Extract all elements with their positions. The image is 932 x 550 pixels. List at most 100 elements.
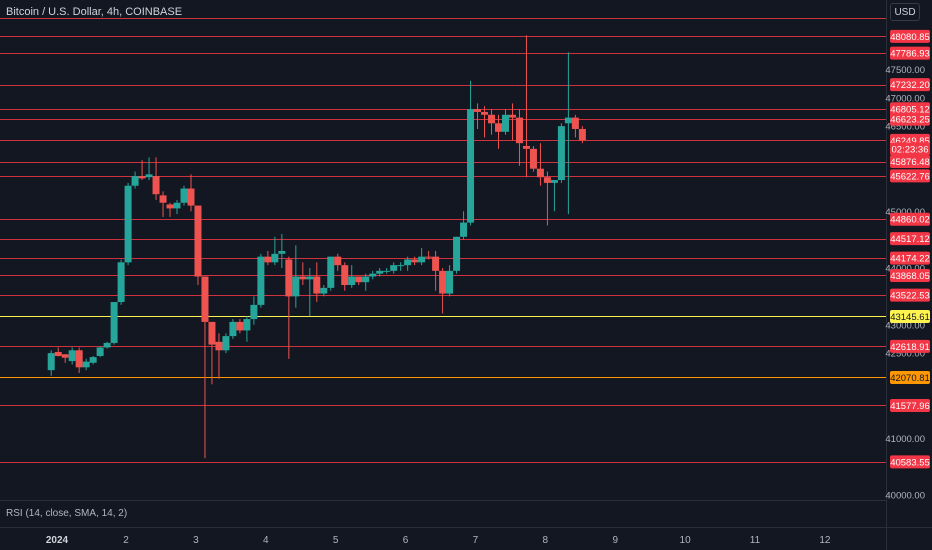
candle [578,126,586,144]
candle [103,341,111,349]
candle-body [292,276,300,297]
price-level-tag: 47232.20 [890,78,930,92]
candle [229,319,237,339]
candle-body [208,321,216,345]
time-axis-tick-label: 2 [123,535,129,546]
candle [187,174,195,212]
candle [564,52,572,215]
candle [481,106,489,138]
candle [508,103,516,141]
price-level-lines [0,18,886,463]
price-level-tag: 43868.05 [890,268,930,282]
candle [180,185,188,206]
candle [446,265,454,297]
price-axis-tick-label: 47000.00 [885,93,925,104]
candle-body [75,350,83,368]
candle [138,160,146,181]
candle [334,253,342,271]
candle [299,262,307,286]
price-level-tag: 40583.55 [890,455,930,469]
price-level-tag-bg [890,370,930,384]
price-level-tag-label: 46805.12 [890,104,930,115]
candle-body [159,195,167,203]
price-axis-tick-label: 42500.00 [885,349,925,360]
candle-body [173,202,181,209]
currency-button[interactable]: USD [890,3,920,21]
candle-body [362,276,370,283]
candle-body [529,148,537,169]
price-level-tag-bg [890,102,930,116]
symbol-title[interactable]: Bitcoin / U.S. Dollar, 4h, COINBASE [6,6,183,18]
candle-body [299,276,307,280]
candle-body [138,176,146,179]
candle-body [145,174,153,178]
price-level-tag-bg [890,232,930,246]
candle-body [515,117,523,144]
candle-body [425,256,433,258]
candle [89,355,97,365]
time-axis-tick-label: 11 [750,535,761,546]
price-level-tag-bg [890,251,930,265]
price-level-tag: 48080.85 [890,29,930,43]
candle [222,333,230,354]
candle [306,268,314,317]
candle-body [313,276,321,294]
candle [327,256,335,291]
price-level-tag-bg [890,29,930,43]
candle [278,233,286,268]
candle [522,35,530,178]
price-level-tag-bg [890,78,930,92]
candle [320,285,328,297]
countdown-tag-bg [890,142,930,156]
price-level-tag-bg [890,268,930,282]
price-level-tag-bg [890,288,930,302]
candle [362,273,370,291]
candle [145,157,153,181]
price-level-tag-label: 41577.96 [890,401,930,412]
price-level-tag-bg [890,398,930,412]
candle [348,265,356,288]
candle [61,354,69,363]
candle-body [397,265,405,267]
candle-body [131,176,139,186]
candle [201,276,209,459]
candle-body [327,256,335,288]
time-axis-tick-label: 8 [543,535,549,546]
price-level-tag: 42070.81 [890,370,930,384]
time-axis-tick-label: 3 [193,535,199,546]
price-level-tag: 44517.12 [890,232,930,246]
candle [264,250,272,266]
candle [474,103,482,129]
candle-body [320,287,328,294]
candle [376,268,384,277]
price-level-tag: 41577.96 [890,398,930,412]
candle-body [369,273,377,277]
candle [529,145,537,172]
price-level-tag-label: 45622.76 [890,171,930,182]
time-axis-tick-label: 4 [263,535,269,546]
price-level-tag-label: 47232.20 [890,80,930,91]
candle [411,256,419,266]
time-axis-tick-label: 10 [680,535,692,546]
candle-body [536,168,544,178]
candle-body [236,321,244,331]
candle [425,250,433,260]
candle-body [96,347,104,356]
candle [439,268,447,314]
price-level-tag: 44860.02 [890,212,930,226]
candle-body [508,114,516,118]
candle [341,262,349,291]
candle-body [61,354,69,358]
candle-body [229,321,237,337]
price-level-tag-label: 44517.12 [890,234,930,245]
candle-body [467,109,475,223]
candle [250,296,258,325]
candle-body [488,114,496,124]
time-axis-tick-label: 2024 [46,535,69,546]
rsi-indicator-label[interactable]: RSI (14, close, SMA, 14, 2) [6,508,128,519]
time-axis-tick-label: 5 [333,535,339,546]
price-level-tag: 43145.61 [890,309,930,323]
candle [68,347,76,365]
price-level-tag: 46623.25 [890,112,930,126]
